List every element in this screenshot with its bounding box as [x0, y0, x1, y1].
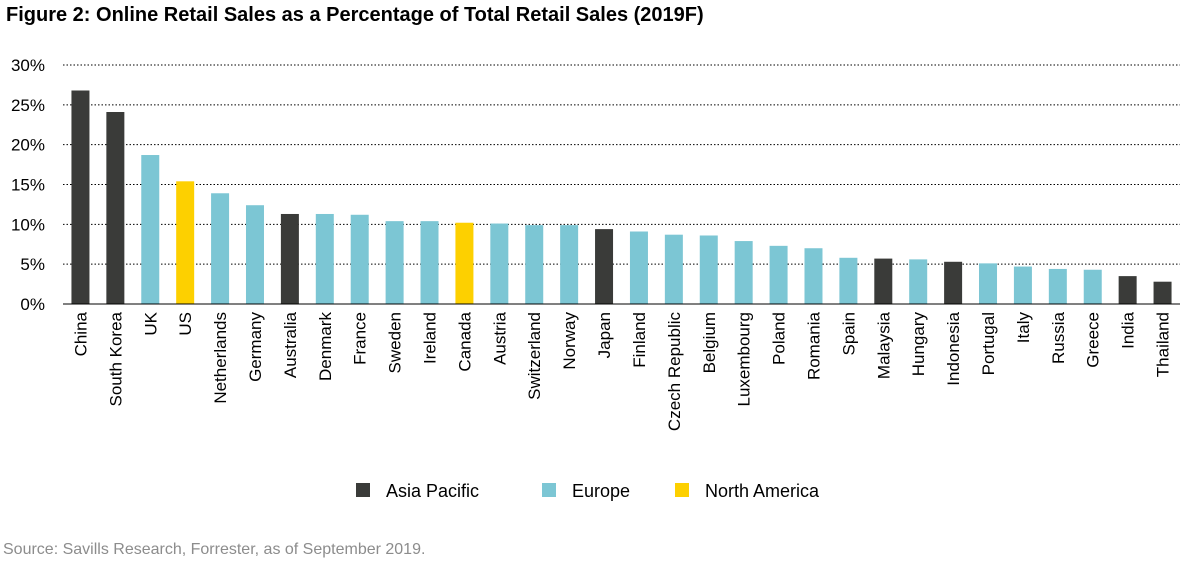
- legend-swatch: [356, 483, 370, 497]
- chart-title: Figure 2: Online Retail Sales as a Perce…: [6, 4, 704, 26]
- bar-sweden: [385, 221, 404, 304]
- x-tick-label: Denmark: [316, 312, 335, 381]
- x-tick-label: Finland: [630, 312, 649, 368]
- bar-portugal: [979, 263, 998, 304]
- y-tick-label: 0%: [20, 295, 45, 314]
- bar-ireland: [420, 221, 439, 304]
- bar-austria: [490, 223, 509, 304]
- legend-label: Europe: [572, 481, 630, 501]
- bar-italy: [1013, 266, 1032, 304]
- x-tick-label: Sweden: [386, 312, 405, 373]
- x-tick-label: Italy: [1014, 312, 1033, 344]
- x-tick-label: South Korea: [106, 311, 125, 406]
- x-tick-label: US: [176, 312, 195, 336]
- x-tick-label: Romania: [804, 311, 823, 380]
- x-tick-label: Ireland: [421, 312, 440, 364]
- bar-hungary: [909, 259, 928, 304]
- y-tick-label: 10%: [11, 215, 45, 234]
- bar-switzerland: [525, 225, 544, 304]
- x-tick-label: UK: [141, 311, 160, 335]
- x-tick-label: Luxembourg: [735, 312, 754, 407]
- x-tick-label: Poland: [770, 312, 789, 365]
- bar-chart: 0% 5% 10% 15% 20% 25% 30% China South Korea UK US…: [11, 56, 1180, 501]
- x-tick-label: Netherlands: [211, 312, 230, 404]
- x-tick-label: Canada: [455, 311, 474, 371]
- bar-czech-republic: [664, 234, 683, 304]
- legend: Asia Pacific Europe North America: [356, 481, 820, 501]
- x-tick-label: Portugal: [979, 312, 998, 375]
- bar-south-korea: [106, 112, 125, 305]
- y-tick-label: 15%: [11, 176, 45, 195]
- y-tick-label: 25%: [11, 96, 45, 115]
- x-tick-label: Germany: [246, 312, 265, 382]
- legend-label: North America: [705, 481, 820, 501]
- bar-thailand: [1153, 281, 1172, 304]
- gridlines: [63, 64, 1180, 265]
- bar-germany: [245, 205, 264, 304]
- x-tick-label: Japan: [595, 312, 614, 358]
- x-tick-label: China: [71, 311, 90, 356]
- bars: [71, 90, 1172, 305]
- x-tick-label: Hungary: [909, 312, 928, 377]
- bar-france: [350, 214, 369, 304]
- legend-swatch: [542, 483, 556, 497]
- bar-russia: [1048, 268, 1067, 304]
- y-tick-label: 20%: [11, 136, 45, 155]
- x-tick-label: Thailand: [1154, 312, 1173, 377]
- bar-australia: [280, 213, 299, 304]
- x-tick-label: Austria: [490, 311, 509, 364]
- x-tick-label: Australia: [281, 311, 300, 378]
- bar-indonesia: [944, 261, 963, 304]
- x-tick-label: Malaysia: [874, 311, 893, 379]
- legend-swatch: [675, 483, 689, 497]
- bar-canada: [455, 222, 474, 304]
- bar-poland: [769, 245, 788, 304]
- x-tick-label: France: [351, 312, 370, 365]
- bar-netherlands: [211, 193, 230, 304]
- x-tick-label: Switzerland: [525, 312, 544, 400]
- legend-label: Asia Pacific: [386, 481, 479, 501]
- bar-uk: [141, 155, 160, 304]
- bar-denmark: [315, 213, 334, 304]
- y-tick-label: 30%: [11, 56, 45, 75]
- bar-belgium: [699, 235, 718, 304]
- bar-finland: [629, 231, 648, 304]
- bar-china: [71, 90, 90, 304]
- bar-spain: [839, 257, 858, 304]
- bar-greece: [1083, 269, 1102, 304]
- bar-japan: [595, 229, 614, 304]
- x-tick-label: Indonesia: [944, 311, 963, 385]
- x-tick-label: Norway: [560, 312, 579, 370]
- bar-luxembourg: [734, 241, 753, 304]
- y-tick-label: 5%: [20, 255, 45, 274]
- y-axis-ticks: 0% 5% 10% 15% 20% 25% 30%: [11, 56, 45, 314]
- bar-india: [1118, 276, 1137, 304]
- x-tick-label: India: [1119, 311, 1138, 348]
- bar-norway: [560, 225, 579, 304]
- x-axis-labels: China South Korea UK US Netherlands Germany Au…: [71, 311, 1172, 431]
- x-tick-label: Greece: [1084, 312, 1103, 368]
- x-tick-label: Belgium: [700, 312, 719, 373]
- bar-romania: [804, 248, 823, 304]
- x-tick-label: Russia: [1049, 311, 1068, 364]
- bar-us: [176, 181, 195, 304]
- bar-malaysia: [874, 258, 893, 304]
- x-tick-label: Spain: [839, 312, 858, 355]
- source-note: Source: Savills Research, Forrester, as …: [3, 541, 426, 558]
- x-tick-label: Czech Republic: [665, 312, 684, 432]
